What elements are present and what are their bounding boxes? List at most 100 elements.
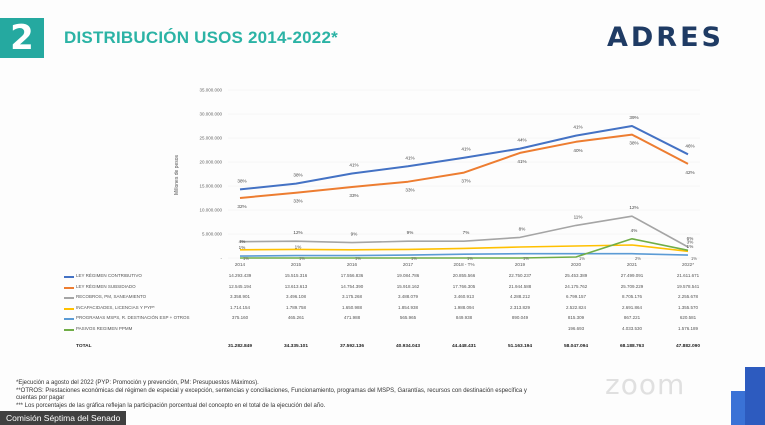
table-cell: 867.221 — [623, 315, 641, 320]
table-cell: 21.944.588 — [508, 283, 532, 289]
y-axis-label: Millones de pesos — [174, 154, 180, 195]
table-row: RECOBROS, PM, SANEAMIENTO 3.358.901 3.496.… — [62, 293, 702, 302]
point-label: 1% — [687, 244, 694, 249]
point-label: 41% — [461, 147, 470, 152]
table-cell: 196.693 — [567, 325, 585, 331]
point-label: 1% — [243, 256, 249, 261]
table-cell: 3.496.108 — [285, 294, 307, 299]
adres-logo: ADRES — [607, 22, 747, 56]
point-label: 38% — [237, 178, 246, 183]
video-caption-bar: Comisión Séptima del Senado — [0, 411, 127, 425]
table-cell: 15.918.162 — [396, 283, 420, 289]
table-cell: 12.545.194 — [228, 283, 252, 289]
row-label: TOTAL — [76, 344, 92, 349]
table-cell: 465.261 — [287, 315, 305, 320]
point-label: 1% — [579, 256, 585, 261]
x-tick-label: 2014 — [235, 262, 246, 267]
table-cell: 2.691.864 — [621, 304, 643, 310]
x-tick-label: 2022* — [682, 262, 694, 267]
legend-swatch — [64, 297, 74, 299]
row-label: PROGRAMAS MSPS, R. DESTINACIÓN ESP + OTR… — [76, 315, 190, 320]
table-cell: 1.576.189 — [677, 325, 699, 331]
table-cell: 1.789.758 — [285, 304, 307, 310]
footnote: *** Los porcentajes de las gráfica refle… — [16, 402, 326, 409]
table-cell: 375.160 — [231, 315, 249, 320]
point-label: 1% — [411, 256, 417, 261]
footnote: **OTROS: Prestaciones económicas del rég… — [16, 387, 527, 394]
table-cell: 13.613.613 — [284, 283, 308, 289]
point-label: 9% — [407, 230, 414, 235]
logo-text: ADRES — [607, 22, 724, 53]
table-cell: 8.705.176 — [621, 294, 643, 299]
table-cell: 15.515.316 — [284, 273, 308, 278]
point-label: 33% — [349, 193, 358, 198]
slide-title: DISTRIBUCIÓN USOS 2014-2022* — [64, 28, 338, 47]
point-label: 33% — [293, 199, 302, 204]
y-tick-label: 15.000.000 — [199, 184, 222, 189]
point-label: 40% — [573, 148, 582, 153]
x-tick-label: 2020 — [571, 262, 582, 267]
point-label: 41% — [349, 163, 358, 168]
legend-swatch — [64, 318, 74, 320]
table-cell: 27.499.091 — [620, 273, 644, 278]
series-line — [239, 125, 689, 191]
slide-number-badge: 2 — [0, 18, 44, 58]
table-cell: 1.355.570 — [677, 304, 699, 310]
decorative-block — [745, 367, 765, 425]
table-cell: 890.049 — [511, 315, 529, 320]
y-tick-label: 35.000.000 — [199, 88, 222, 93]
x-tick-label: 2021 — [627, 262, 638, 267]
point-label: 41% — [405, 155, 414, 160]
y-tick-label: 5.000.000 — [202, 232, 223, 237]
table-cell: 31.282.849 — [227, 344, 252, 349]
table-cell: 1.854.938 — [397, 304, 419, 310]
table-cell: 51.163.194 — [507, 344, 532, 349]
row-label: PASIVOS REGIMEN PPMM — [76, 325, 133, 331]
point-label: 33% — [405, 188, 414, 193]
y-tick-label: - — [221, 256, 223, 261]
table-cell: 17.556.836 — [340, 273, 364, 278]
row-label: INCAPACIDADES, LICENCIAS Y PYP* — [76, 304, 155, 310]
table-cell: 1.650.988 — [341, 304, 363, 310]
table-cell: 68.188.763 — [619, 344, 644, 349]
footnote: cuentas por pagar — [16, 395, 65, 401]
table-cell: 3.358.901 — [229, 294, 251, 299]
table-cell: 6.799.157 — [565, 294, 587, 299]
table-cell: 4.033.530 — [621, 325, 643, 331]
table-cell: 58.047.094 — [563, 344, 588, 349]
table-cell: 25.709.229 — [620, 283, 644, 289]
point-label: 37% — [461, 179, 470, 184]
point-label: 39% — [629, 115, 638, 120]
table-cell: 2.255.678 — [677, 294, 699, 299]
table-row: LEY RÉGIMEN CONTRIBUTIVO 14.293.439 15.515… — [62, 272, 702, 281]
point-label: 1% — [239, 245, 246, 250]
point-label: 38% — [293, 173, 302, 178]
table-row: LEY RÉGIMEN SUBSIDIADO 12.545.194 13.613.6… — [62, 283, 702, 292]
point-label: 9% — [351, 232, 358, 237]
point-label: 8% — [519, 226, 526, 231]
table-cell: 2.522.824 — [565, 304, 587, 310]
point-label: 7% — [463, 230, 470, 235]
table-cell: 25.453.389 — [564, 273, 588, 278]
point-label: 41% — [573, 125, 582, 130]
table-cell: 3.175.268 — [341, 294, 363, 299]
point-label: 44% — [517, 138, 526, 143]
point-label: 1% — [295, 245, 302, 250]
table-cell: 471.988 — [343, 315, 361, 320]
table-cell: 1.988.094 — [453, 304, 475, 310]
y-tick-label: 20.000.000 — [199, 160, 222, 165]
table-cell: 24.175.762 — [564, 283, 588, 289]
table-cell: 3.460.913 — [453, 294, 475, 299]
table-cell: 47.882.090 — [675, 344, 700, 349]
table-cell: 565.965 — [399, 315, 417, 320]
point-label: 38% — [629, 141, 638, 146]
table-row: PASIVOS REGIMEN PPMM 196.693 4.033.530 1.57… — [62, 325, 702, 334]
x-tick-label: 2017 — [403, 262, 414, 267]
table-cell: 2.313.829 — [509, 304, 531, 310]
x-tick-label: 2019 — [515, 262, 526, 267]
y-tick-label: 10.000.000 — [199, 208, 222, 213]
point-label: 1% — [355, 256, 361, 261]
point-label: 32% — [237, 204, 246, 209]
